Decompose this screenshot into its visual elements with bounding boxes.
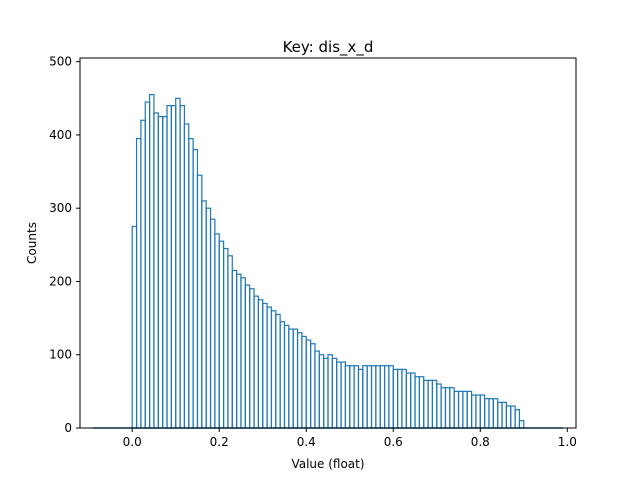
x-tick-label: 0.4 <box>297 435 316 449</box>
x-tick-label: 0.2 <box>210 435 229 449</box>
x-tick-label: 1.0 <box>558 435 577 449</box>
y-tick-label: 300 <box>49 201 72 215</box>
y-tick-label: 200 <box>49 274 72 288</box>
chart-title: Key: dis_x_d <box>283 38 374 57</box>
y-tick-label: 500 <box>49 55 72 69</box>
x-axis-ticks: 0.0 0.2 0.4 0.6 0.8 1.0 <box>123 428 577 449</box>
x-tick-label: 0.8 <box>471 435 490 449</box>
y-axis-ticks: 0 100 200 300 400 500 <box>49 55 80 435</box>
x-tick-label: 0.6 <box>384 435 403 449</box>
y-tick-label: 0 <box>64 421 72 435</box>
y-tick-label: 100 <box>49 348 72 362</box>
y-axis-label: Counts <box>25 222 39 264</box>
x-axis-label: Value (float) <box>291 457 364 471</box>
x-tick-label: 0.0 <box>123 435 142 449</box>
plot-frame <box>79 57 577 429</box>
y-tick-label: 400 <box>49 128 72 142</box>
